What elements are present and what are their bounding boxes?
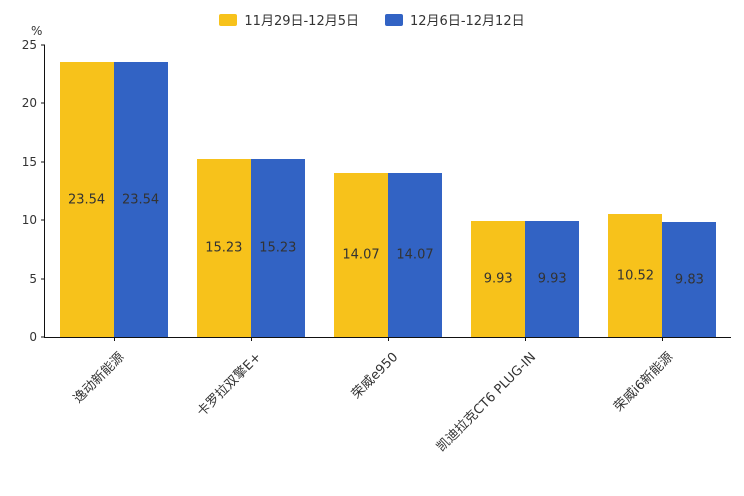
x-axis-category-label: 荣威e950 (349, 349, 402, 403)
bar: 10.52 (608, 214, 663, 337)
bar: 23.54 (113, 62, 168, 337)
bar-value-label: 9.83 (674, 272, 704, 288)
bar-value-label: 15.23 (205, 240, 243, 256)
bar-group: 10.52 9.83 荣威i6新能源 (594, 45, 731, 415)
plot-area: 0 5 10 15 20 25 23.54 23.54 逸动新能源 15.23 15.23 卡罗拉双擎… (22, 39, 731, 455)
bar-group: 15.23 15.23 卡罗拉双擎E+ (182, 45, 319, 420)
y-axis-tick-label: 25 (21, 38, 37, 52)
x-axis-tick-mark (525, 337, 527, 341)
y-axis-tick-mark (41, 336, 45, 338)
y-axis-tick-mark (41, 219, 45, 221)
bar-value-label: 23.54 (121, 192, 160, 208)
bar-value-label: 23.54 (67, 192, 106, 208)
y-axis-tick-mark (41, 278, 45, 280)
bar: 15.23 (196, 159, 251, 337)
x-axis-category-label: 逸动新能源 (70, 349, 128, 407)
x-axis-tick-mark (388, 337, 389, 341)
x-axis-tick-mark (662, 337, 664, 341)
bar-group: 9.93 9.93 凯迪拉克CT6 PLUG-IN (434, 45, 594, 455)
y-axis-tick-mark (41, 161, 45, 163)
bar: 14.07 (388, 172, 442, 337)
bar-group: 23.54 23.54 逸动新能源 (45, 45, 182, 406)
bar: 9.93 (525, 221, 580, 337)
y-axis-tick-mark (41, 102, 45, 104)
x-axis-category-label: 卡罗拉双擎E+ (194, 349, 265, 420)
y-axis-tick-label: 15 (21, 154, 37, 169)
y-axis-unit-label: % (31, 24, 43, 38)
bar-value-label: 10.52 (616, 268, 655, 284)
bar: 15.23 (250, 159, 305, 337)
legend-swatch-week1 (219, 13, 238, 26)
legend-item-week2: 12月6日-12月12日 (385, 10, 525, 29)
bar-value-label: 15.23 (259, 240, 297, 256)
y-axis-tick-label: 5 (29, 271, 37, 286)
bar-group: 14.07 14.07 荣威e950 (319, 45, 456, 402)
y-axis-tick-label: 20 (21, 96, 37, 111)
x-axis-category-label: 凯迪拉克CT6 PLUG-IN (433, 349, 539, 455)
bar-value-label: 14.07 (396, 247, 434, 263)
x-axis-tick-mark (250, 337, 252, 341)
bar-groups: 23.54 23.54 逸动新能源 15.23 15.23 卡罗拉双擎E+ 14.07 14.… (45, 45, 731, 455)
y-axis-tick-label: 10 (21, 213, 37, 228)
y-axis-tick-mark (41, 44, 45, 46)
bar: 9.83 (662, 222, 717, 337)
bar: 23.54 (59, 62, 114, 337)
bar-value-label: 9.93 (483, 271, 513, 287)
legend-item-week1: 11月29日-12月5日 (219, 10, 359, 29)
legend-label-week1: 11月29日-12月5日 (244, 14, 359, 29)
y-axis-tick-label: 0 (29, 330, 37, 344)
bar-value-label: 9.93 (537, 271, 567, 287)
legend-label-week2: 12月6日-12月12日 (410, 14, 525, 29)
x-axis-category-label: 荣威i6新能源 (610, 349, 676, 415)
bar-value-label: 14.07 (342, 247, 380, 263)
x-axis-tick-mark (113, 337, 115, 341)
legend: 11月29日-12月5日 12月6日-12月12日 (0, 10, 744, 29)
bar: 9.93 (471, 221, 526, 337)
legend-swatch-week2 (385, 13, 403, 26)
bar: 14.07 (334, 172, 388, 337)
